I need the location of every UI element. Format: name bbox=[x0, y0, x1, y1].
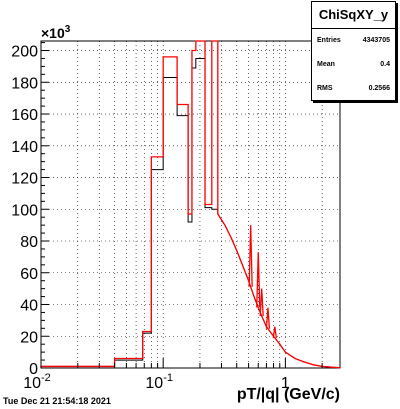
entries-value: 4343705 bbox=[362, 37, 390, 44]
y-tick-label: 180 bbox=[11, 75, 38, 92]
red-spike bbox=[256, 252, 261, 308]
red-spike bbox=[265, 307, 271, 329]
stats-entries: Entries 4343705 bbox=[312, 29, 395, 53]
mean-label: Mean bbox=[317, 61, 335, 68]
y-tick-label: 20 bbox=[20, 329, 38, 346]
frame bbox=[40, 40, 341, 369]
y-tick-label: 60 bbox=[20, 266, 38, 283]
stats-title: ChiSqXY_y bbox=[312, 2, 395, 29]
y-tick-label: 120 bbox=[11, 171, 38, 188]
y-tick-label: 200 bbox=[11, 44, 38, 61]
stats-mean: Mean 0.4 bbox=[312, 53, 395, 77]
y-tick-label: 140 bbox=[11, 139, 38, 156]
stats-rms: RMS 0.2566 bbox=[312, 77, 395, 101]
y-exponent: ×103 bbox=[41, 24, 71, 41]
y-tick-label: 0 bbox=[29, 361, 38, 378]
y-tick-label: 100 bbox=[11, 202, 38, 219]
stats-box: ChiSqXY_y Entries 4343705 Mean 0.4 RMS 0… bbox=[311, 1, 396, 101]
histogram-red bbox=[40, 40, 341, 369]
rms-label: RMS bbox=[317, 85, 333, 92]
red-spike bbox=[248, 225, 253, 287]
red-spike bbox=[272, 326, 277, 339]
y-tick-label: 80 bbox=[20, 234, 38, 251]
mean-value: 0.4 bbox=[380, 61, 390, 68]
series-group bbox=[40, 40, 341, 369]
red-spike bbox=[259, 288, 264, 316]
x-tick-label: 10-2 bbox=[23, 372, 51, 392]
entries-label: Entries bbox=[317, 37, 341, 44]
y-axis: 0 20 40 60 80 100 120 140 160 180 200 bbox=[11, 42, 49, 378]
x-tick-label: 10-1 bbox=[145, 372, 173, 392]
timestamp: Tue Dec 21 21:54:18 2021 bbox=[3, 396, 111, 406]
rms-value: 0.2566 bbox=[368, 85, 390, 92]
y-tick-label: 40 bbox=[20, 298, 38, 315]
y-tick-label: 160 bbox=[11, 107, 38, 124]
grid bbox=[41, 41, 340, 368]
histogram-black bbox=[40, 57, 341, 369]
x-axis-title: pT/|q| (GeV/c) bbox=[237, 386, 340, 403]
x-tick-label: 1 bbox=[281, 375, 290, 392]
